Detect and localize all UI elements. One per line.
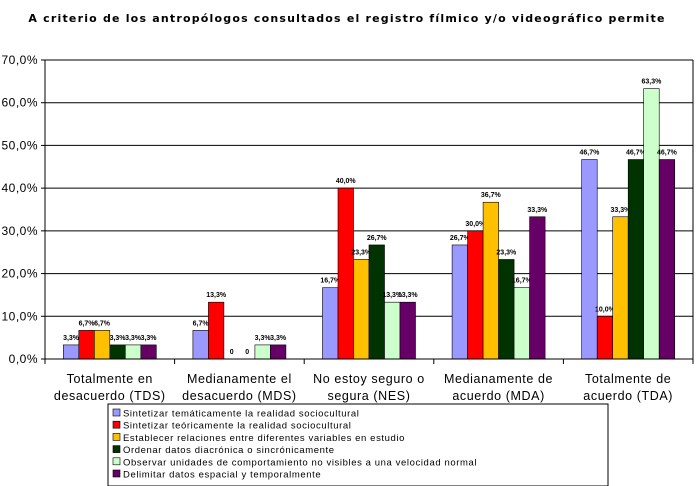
data-label: 23,3% xyxy=(496,249,517,256)
bar xyxy=(368,244,385,360)
x-tick-label: Medianamente de xyxy=(444,372,553,386)
legend-label: Delimitar datos espacial y temporalmente xyxy=(123,470,321,481)
data-label: 30,0% xyxy=(465,221,486,228)
legend-label: Observar unidades de comportamiento no v… xyxy=(123,457,477,468)
data-label: 26,7% xyxy=(367,235,388,242)
bar xyxy=(337,187,354,360)
bar xyxy=(627,159,645,360)
y-tick-label: 10,0% xyxy=(1,309,38,323)
data-label: 40,0% xyxy=(336,178,357,185)
data-label: 46,7% xyxy=(626,150,647,157)
bar xyxy=(529,216,546,360)
legend-swatch xyxy=(112,408,121,417)
legend-label: Establecer relaciones entre diferentes v… xyxy=(123,433,405,444)
bar xyxy=(399,301,416,360)
data-label: 6,7% xyxy=(79,320,96,327)
y-tick-label: 0,0% xyxy=(9,352,38,366)
bar xyxy=(208,301,225,360)
bar xyxy=(482,201,499,360)
data-label: 26,7% xyxy=(450,235,471,242)
data-label: 3,3% xyxy=(141,335,158,342)
data-label: 33,3% xyxy=(527,207,548,214)
data-label: 0 xyxy=(245,349,249,356)
data-label: 6,7% xyxy=(94,320,111,327)
data-label: 13,3% xyxy=(398,292,419,299)
bar xyxy=(254,344,271,360)
y-tick-label: 50,0% xyxy=(1,138,38,152)
bar xyxy=(467,230,484,360)
legend-swatch xyxy=(112,457,121,466)
data-label: 3,3% xyxy=(255,335,272,342)
bar xyxy=(140,344,157,360)
legend-box xyxy=(107,403,609,486)
data-label: 13,3% xyxy=(382,292,403,299)
bar xyxy=(498,259,515,360)
legend-swatch xyxy=(112,445,121,453)
bar xyxy=(125,344,142,360)
data-label: 16,7% xyxy=(320,278,341,285)
bar xyxy=(612,216,629,360)
data-label: 36,7% xyxy=(481,192,502,199)
data-label: 0 xyxy=(230,349,234,356)
data-label: 23,3% xyxy=(351,249,372,256)
y-tick-label: 70,0% xyxy=(1,53,38,67)
x-tick-label: Totalmente de xyxy=(585,372,671,386)
legend-swatch xyxy=(112,469,121,478)
data-label: 3,3% xyxy=(110,335,127,342)
legend-label: Ordenar datos diacrónica o sincrónicamen… xyxy=(123,445,335,456)
legend-swatch xyxy=(112,433,121,441)
y-tick-label: 60,0% xyxy=(1,96,38,110)
bar xyxy=(581,159,598,360)
bar xyxy=(596,315,614,360)
bar xyxy=(192,330,209,360)
data-label: 63,3% xyxy=(642,79,663,86)
x-tick-label: acuerdo (MDA) xyxy=(452,389,545,403)
legend-label: Sintetizar teóricamente la realidad soci… xyxy=(123,421,351,432)
y-axis: 0,0% 10,0% 20,0% 30,0% 40,0% 50,0% 60,0% 70,0% xyxy=(1,53,694,366)
x-tick-label: acuerdo (TDA) xyxy=(583,389,673,403)
bar xyxy=(322,287,339,360)
data-label: 10,0% xyxy=(595,306,616,313)
chart-title: A criterio de los antropólogos consultad… xyxy=(28,12,665,25)
x-tick-label: No estoy seguro o xyxy=(313,372,425,386)
bar xyxy=(643,88,660,360)
data-label: 46,7% xyxy=(657,150,678,157)
data-label: 16,7% xyxy=(512,278,533,285)
bar xyxy=(384,301,401,360)
data-label: 33,3% xyxy=(611,207,632,214)
data-label: 6,7% xyxy=(193,320,210,327)
x-tick-label: Medianamente el xyxy=(187,372,292,386)
y-tick-label: 30,0% xyxy=(1,224,38,238)
x-tick-label: Totalmente en xyxy=(67,372,153,386)
y-tick-label: 20,0% xyxy=(1,267,38,281)
bar xyxy=(62,344,80,360)
bar xyxy=(270,344,287,360)
y-tick-label: 40,0% xyxy=(1,181,38,195)
data-label: 3,3% xyxy=(125,335,142,342)
legend-swatch xyxy=(112,420,121,429)
x-tick-label: segura (NES) xyxy=(328,389,411,403)
bar xyxy=(94,330,111,360)
data-label: 13,3% xyxy=(206,292,227,299)
x-tick-label: desacuerdo (TDS) xyxy=(54,389,166,403)
legend: Sintetizar temáticamente la realidad soc… xyxy=(107,403,609,486)
legend-label: Sintetizar temáticamente la realidad soc… xyxy=(123,409,359,420)
x-tick-label: desacuerdo (MDS) xyxy=(182,389,297,403)
bar xyxy=(658,159,676,360)
bar xyxy=(78,330,95,360)
bar xyxy=(513,287,530,360)
bar xyxy=(109,344,126,360)
data-label: 3,3% xyxy=(270,335,287,342)
data-label: 46,7% xyxy=(580,150,601,157)
bars: 3,3% 6,7% 16,7% 26,7% 46,7% 6,7% 13,3% 40,0% 30,… xyxy=(62,79,678,360)
data-label: 3,3% xyxy=(63,335,80,342)
x-axis: Totalmente en desacuerdo (TDS) Medianament… xyxy=(44,358,694,403)
bar xyxy=(451,244,468,360)
bar xyxy=(353,259,370,360)
